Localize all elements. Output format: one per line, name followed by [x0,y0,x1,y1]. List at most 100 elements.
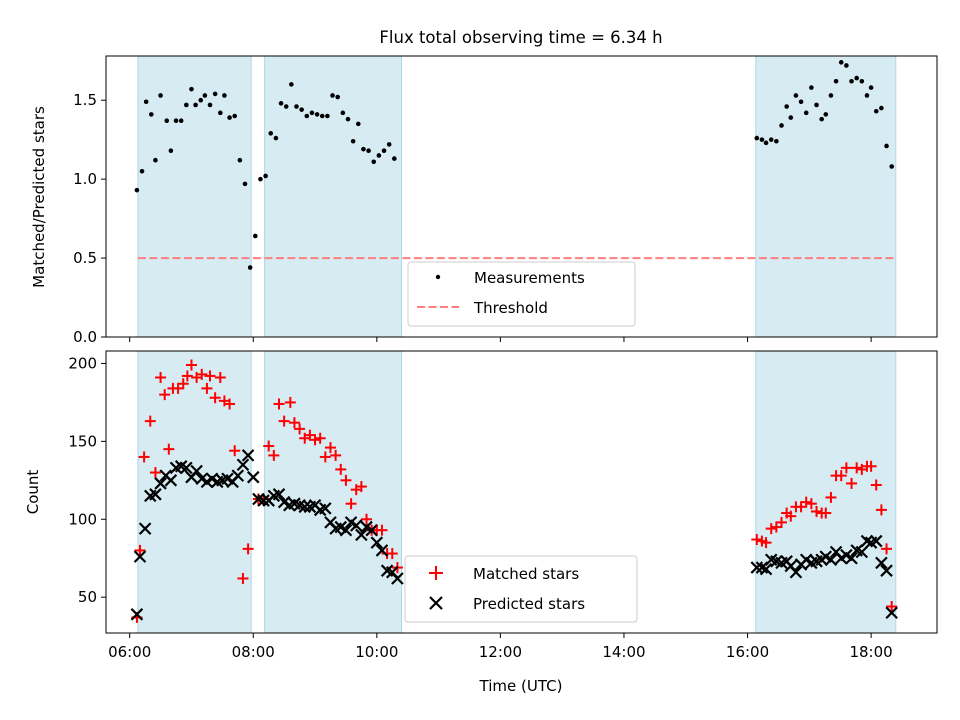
measurement-point [198,97,204,103]
measurement-point [788,115,794,120]
top-x-ticks [129,337,872,342]
predicted-star-point [130,608,144,621]
measurement-point [828,93,834,98]
measurement-point [340,110,346,116]
predicted-star-points [130,449,898,621]
predicted-star-point [855,545,869,559]
matched-star-point [870,479,882,491]
bottom-y-label: Count [24,470,42,515]
x-tick-label: 16:00 [726,643,769,661]
matched-star-point [881,543,893,555]
y-tick-label: 200 [68,354,97,372]
matched-star-point [324,442,336,454]
matched-star-point [134,544,146,556]
matched-star-point [224,398,236,410]
measurement-point [258,176,263,182]
predicted-star-point [246,470,260,484]
matched-star-point [865,460,877,472]
measurement-point [763,140,769,146]
measurement-point [859,78,865,84]
measurement-point [814,102,819,108]
matched-star-point [776,516,788,528]
matched-star-point [181,370,193,382]
predicted-star-point [370,536,384,549]
matched-star-point [361,513,373,525]
measurement-point [153,157,158,163]
y-tick-label: 1.5 [73,91,97,109]
bottom-plot-frame [105,350,938,634]
matched-star-point [335,463,347,475]
top-y-axis: 0.0 0.5 1.0 1.5 [73,91,106,346]
matched-star-point [835,470,847,482]
measurement-point [278,101,284,106]
predicted-star-point [241,449,255,462]
measurement-point [294,104,299,109]
matched-star-point [785,510,797,522]
x-tick-label: 08:00 [232,643,275,661]
measurement-point [263,173,268,179]
top-y-label: Matched/Predicted stars [30,106,48,288]
measurement-point [809,85,814,90]
measurement-point [355,121,361,127]
y-tick-label: 100 [68,510,97,528]
predicted-star-point [759,562,773,576]
legend-measurements: Measurements [474,269,585,287]
observing-window-span [264,55,403,338]
measurement-point [143,99,149,105]
predicted-star-point [319,502,332,515]
measurement-point [158,93,163,98]
matched-star-point [204,370,216,382]
predicted-star-point [180,461,193,475]
matched-star-point [268,449,280,461]
measurement-point [819,116,824,122]
y-tick-label: 50 [78,588,97,606]
predicted-star-point [875,556,888,570]
matched-star-point [284,396,296,408]
matched-star-point [177,378,189,390]
predicted-star-point [236,458,250,472]
predicted-star-point [339,523,353,537]
x-tick-label: 12:00 [479,643,522,661]
predicted-star-point [880,564,893,577]
matched-star-point [386,548,398,560]
measurement-point [376,153,382,158]
measurement-point [149,112,154,117]
measurement-point [759,137,765,142]
legend-matched-stars: Matched stars [473,565,579,583]
matched-star-point [811,505,823,517]
measurement-point [868,85,874,90]
measurement-point [232,113,238,119]
measurement-points [134,60,894,270]
measurement-point [838,60,844,65]
measurement-point [222,93,227,98]
matched-star-point [340,474,352,486]
predicted-star-point [138,522,152,535]
measurement-point [381,148,387,154]
matched-star-point [159,389,171,401]
observing-window-span [264,350,403,634]
matched-star-point [263,440,275,452]
measurement-point [289,82,294,87]
measurement-point [193,102,198,108]
matched-star-point [314,432,326,444]
matched-star-point [149,467,161,479]
legend-predicted-stars: Predicted stars [473,595,585,613]
measurement-point [779,123,784,128]
matched-star-point [825,491,837,503]
matched-star-point [886,601,898,613]
legend-measurement-marker [435,274,441,280]
measurement-point [844,63,849,68]
matched-star-point [288,417,300,429]
measurement-point [849,78,854,84]
measurement-point [319,113,325,119]
x-tick-label: 14:00 [602,643,645,661]
matched-star-point [172,382,184,394]
legend-threshold: Threshold [473,299,548,317]
measurement-point [366,148,371,154]
bottom-shaded-spans [137,350,897,634]
measurement-point [309,110,315,116]
measurement-point [237,157,243,163]
x-tick-label: 18:00 [849,643,892,661]
measurement-point [202,93,208,98]
